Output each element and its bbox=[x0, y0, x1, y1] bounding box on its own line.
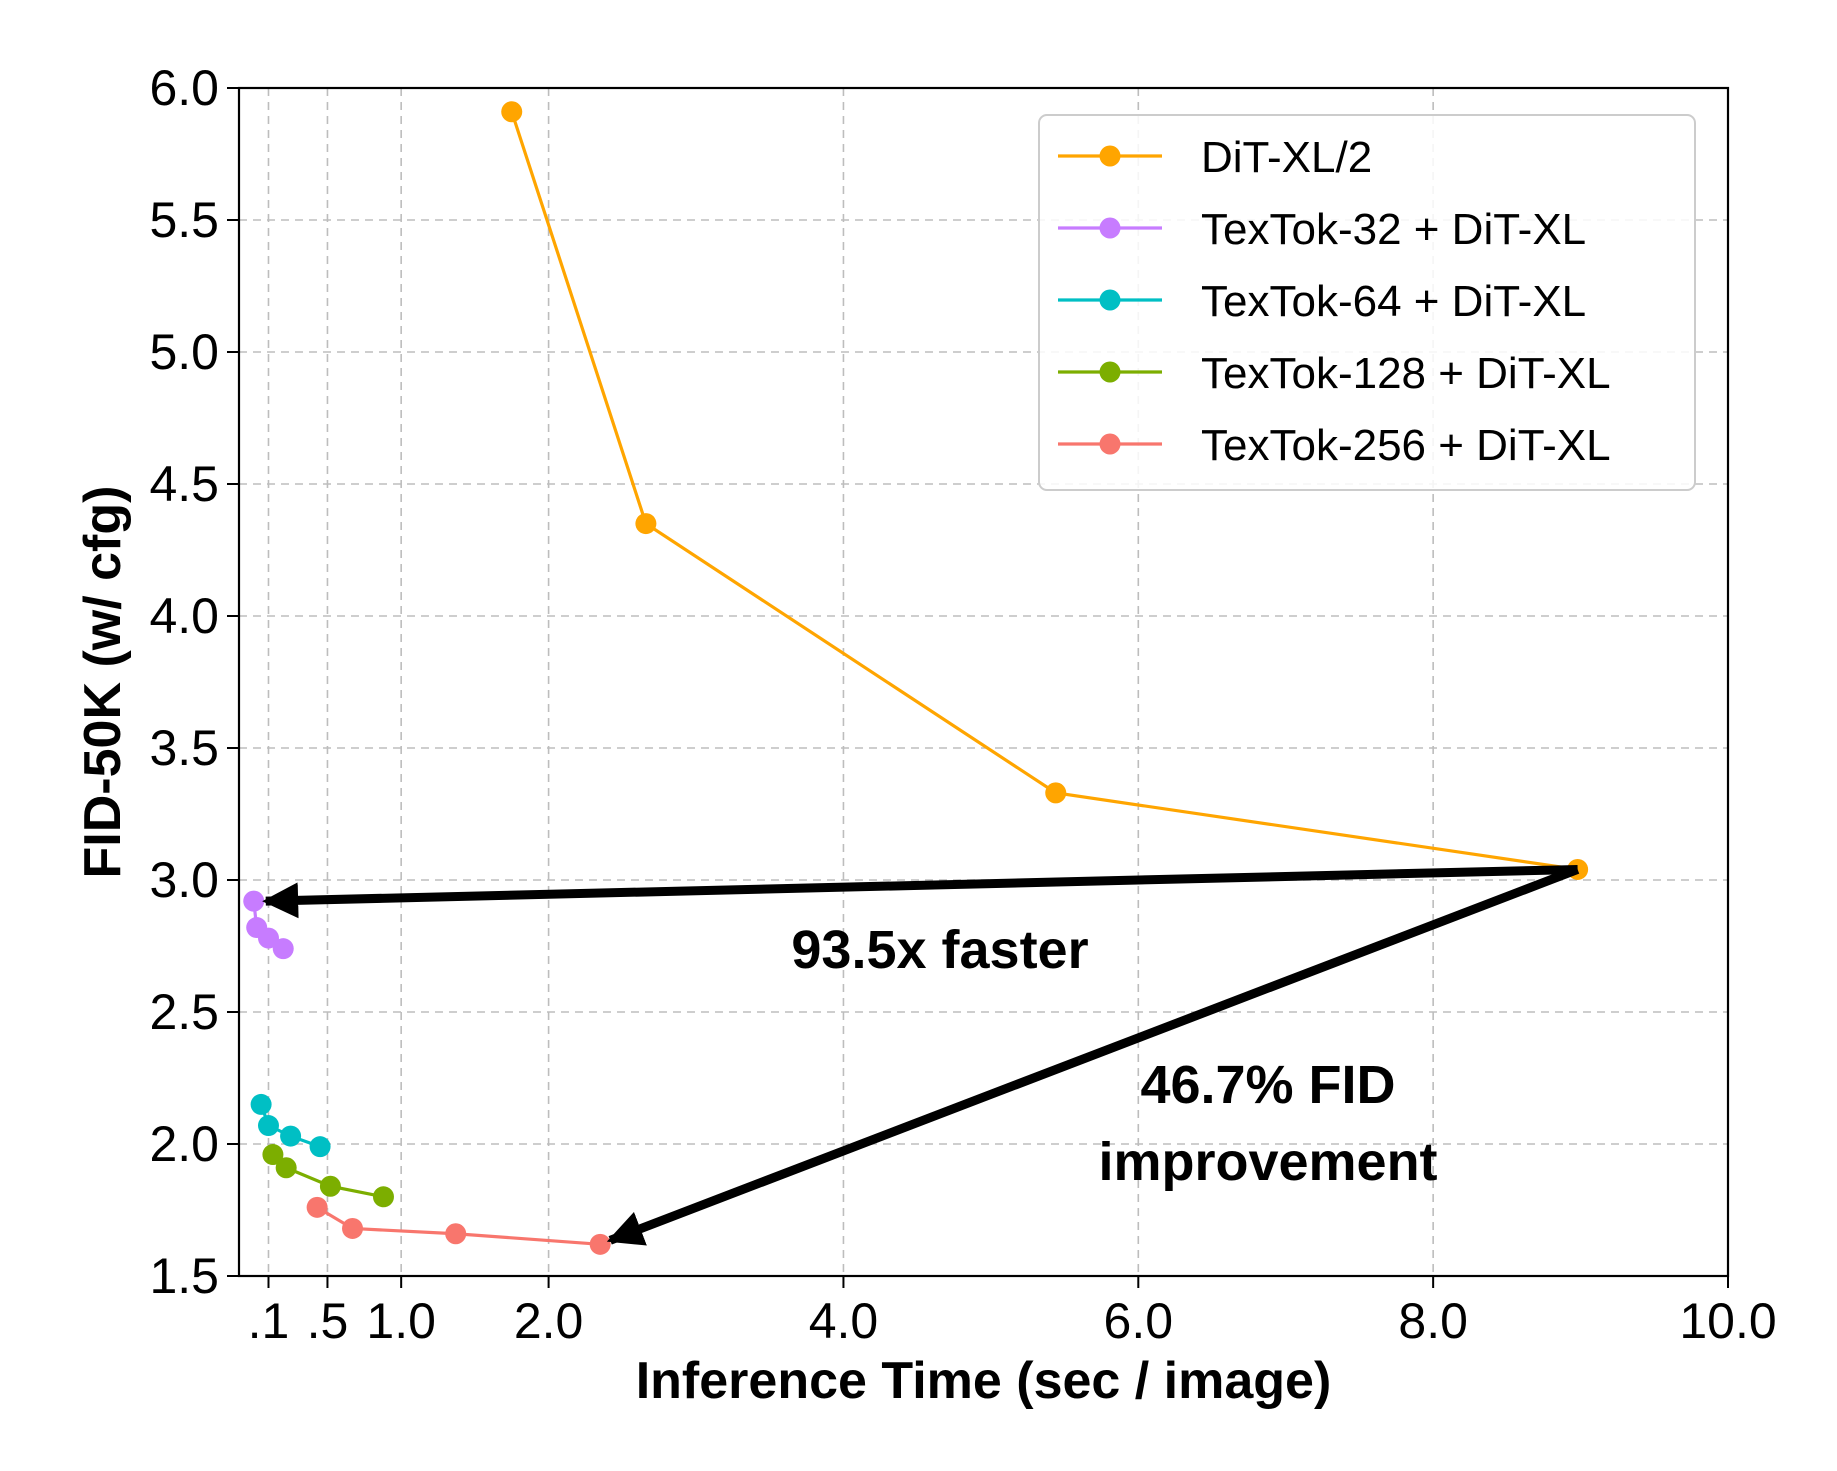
legend-marker bbox=[1099, 289, 1121, 311]
speed-arrow bbox=[262, 864, 1578, 919]
data-point bbox=[372, 1186, 394, 1208]
legend-label: TexTok-64 + DiT-XL bbox=[1201, 277, 1586, 326]
y-axis-ticks: 1.5 2.0 2.5 3.0 3.5 4.0 4.5 5.0 5.5 6.0 bbox=[149, 60, 239, 1304]
data-point bbox=[243, 890, 265, 912]
legend-box bbox=[1038, 114, 1696, 491]
y-tick-label: 5.0 bbox=[149, 324, 219, 380]
x-axis-ticks: .1 .5 1.0 2.0 4.0 6.0 8.0 10.0 bbox=[248, 1276, 1777, 1349]
fid-arrow bbox=[606, 865, 1580, 1246]
x-tick-label: 4.0 bbox=[809, 1293, 879, 1349]
data-point bbox=[589, 1233, 611, 1255]
legend-marker bbox=[1099, 433, 1121, 455]
y-tick-label: 2.5 bbox=[149, 984, 219, 1040]
legend-item: TexTok-128 + DiT-XL bbox=[1058, 349, 1611, 398]
legend-label: TexTok-256 + DiT-XL bbox=[1201, 421, 1611, 470]
legend: DiT-XL/2 TexTok-32 + DiT-XL TexTok-64 + Di… bbox=[1038, 114, 1696, 491]
annotation-faster: 93.5x faster bbox=[791, 920, 1088, 980]
series-4 bbox=[306, 1196, 611, 1255]
data-point bbox=[319, 1175, 341, 1197]
annotation-fid-line: 46.7% FID bbox=[1140, 1055, 1395, 1115]
y-tick-label: 3.0 bbox=[149, 852, 219, 908]
legend-label: TexTok-128 + DiT-XL bbox=[1201, 349, 1611, 398]
y-tick-label: 1.5 bbox=[149, 1248, 219, 1304]
series-line bbox=[316, 1205, 601, 1246]
data-point bbox=[275, 1157, 297, 1179]
x-tick-label: 2.0 bbox=[514, 1293, 584, 1349]
series-line bbox=[510, 111, 1578, 872]
x-tick-label: 1.0 bbox=[366, 1293, 436, 1349]
data-point bbox=[262, 1144, 284, 1166]
data-point bbox=[257, 927, 279, 949]
data-point bbox=[1045, 782, 1067, 804]
data-point bbox=[250, 1093, 272, 1115]
series-3 bbox=[262, 1144, 394, 1208]
legend-marker bbox=[1099, 361, 1121, 383]
data-point bbox=[272, 938, 294, 960]
legend-marker bbox=[1099, 145, 1121, 167]
data-point bbox=[342, 1217, 364, 1239]
y-tick-label: 3.5 bbox=[149, 720, 219, 776]
data-point bbox=[306, 1196, 328, 1218]
data-point bbox=[280, 1125, 302, 1147]
legend-label: TexTok-32 + DiT-XL bbox=[1201, 205, 1586, 254]
x-tick-label: 10.0 bbox=[1679, 1293, 1776, 1349]
x-tick-label: 6.0 bbox=[1104, 1293, 1174, 1349]
y-tick-label: 4.0 bbox=[149, 588, 219, 644]
series-layer bbox=[243, 101, 1589, 1255]
y-tick-label: 2.0 bbox=[149, 1116, 219, 1172]
x-axis-label: Inference Time (sec / image) bbox=[636, 1352, 1332, 1410]
series-0 bbox=[501, 101, 1589, 880]
y-tick-label: 5.5 bbox=[149, 192, 219, 248]
plot-frame bbox=[237, 86, 1730, 1278]
legend-item: TexTok-32 + DiT-XL bbox=[1058, 205, 1586, 254]
series-line bbox=[259, 1103, 321, 1149]
data-point bbox=[635, 513, 657, 535]
series-1 bbox=[243, 890, 294, 960]
x-tick-label: .1 bbox=[248, 1293, 290, 1349]
data-point bbox=[257, 1115, 279, 1137]
y-axis-label: FID-50K (w/ cfg) bbox=[74, 486, 132, 879]
legend-item: DiT-XL/2 bbox=[1058, 133, 1372, 182]
y-tick-label: 4.5 bbox=[149, 456, 219, 512]
legend-marker bbox=[1099, 217, 1121, 239]
series-2 bbox=[250, 1093, 331, 1158]
x-tick-label: .5 bbox=[307, 1293, 349, 1349]
legend-item: TexTok-256 + DiT-XL bbox=[1058, 421, 1611, 470]
x-tick-label: 8.0 bbox=[1398, 1293, 1468, 1349]
data-point bbox=[445, 1223, 467, 1245]
data-point bbox=[501, 101, 523, 123]
annotations: 93.5x faster 46.7% FID improvement bbox=[262, 864, 1580, 1246]
data-point bbox=[309, 1136, 331, 1158]
annotation-fid-line: improvement bbox=[1098, 1132, 1437, 1192]
y-tick-label: 6.0 bbox=[149, 60, 219, 116]
legend-label: DiT-XL/2 bbox=[1201, 133, 1372, 182]
legend-item: TexTok-64 + DiT-XL bbox=[1058, 277, 1586, 326]
